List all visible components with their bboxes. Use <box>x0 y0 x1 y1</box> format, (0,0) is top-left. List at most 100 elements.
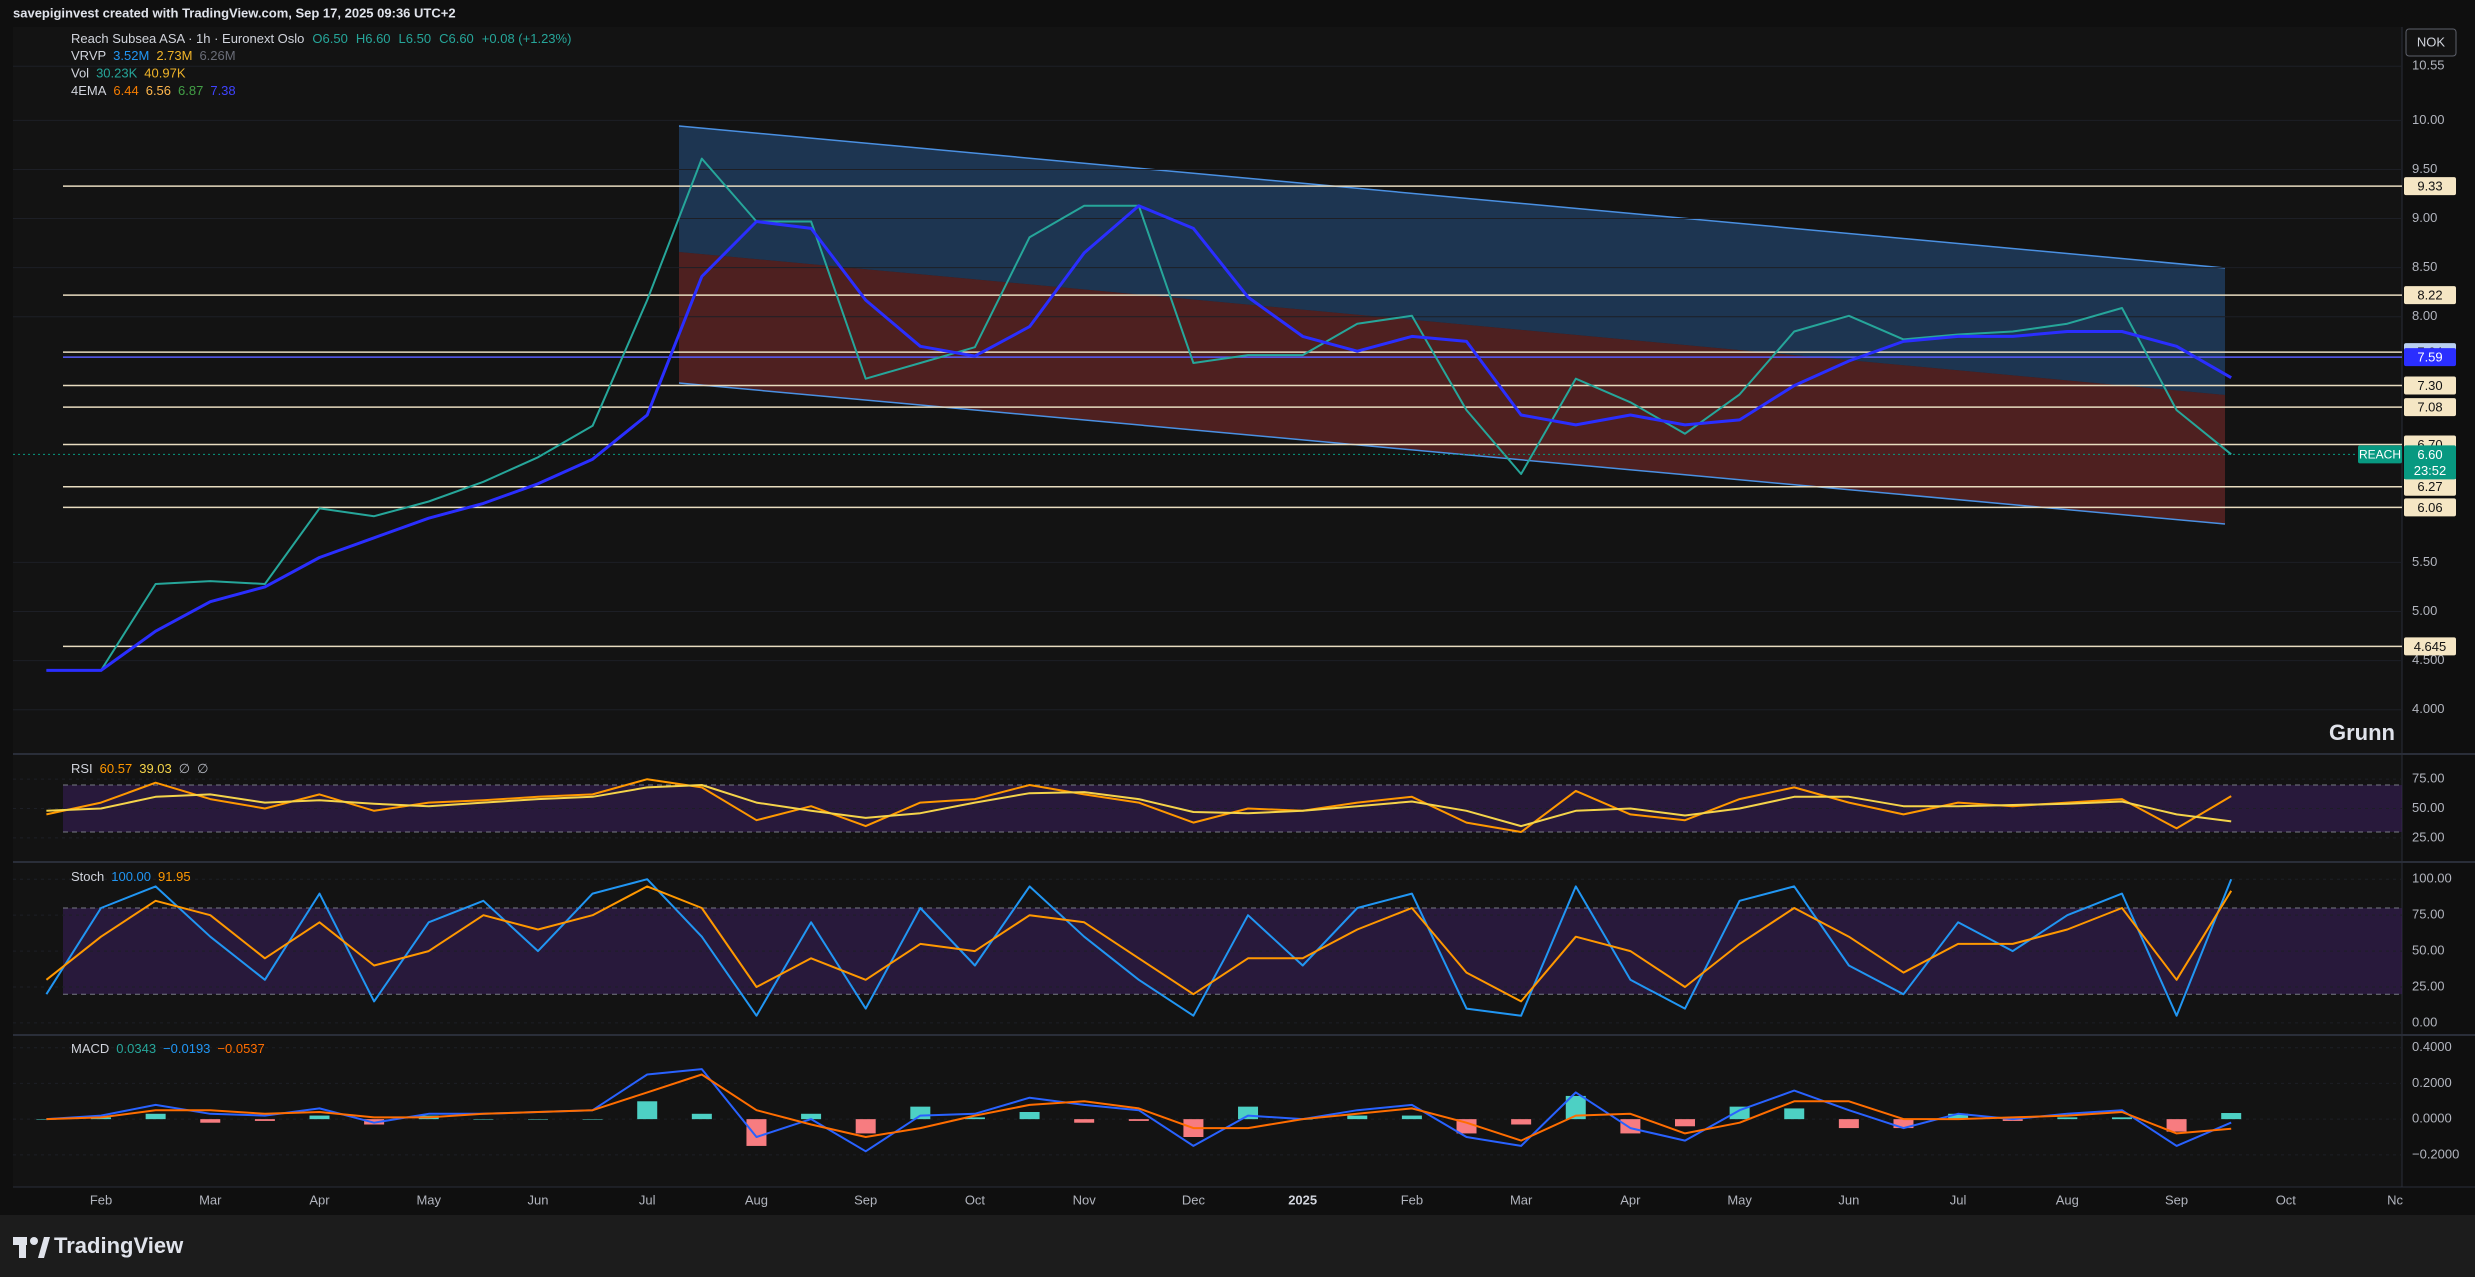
histogram-bar <box>1128 1119 1149 1121</box>
x-tick-label: Mar <box>1510 1192 1533 1207</box>
histogram-bar <box>637 1101 658 1120</box>
indicator-value: 7.38 <box>210 83 235 98</box>
y-tick-label: 0.4000 <box>2412 1039 2452 1054</box>
footer-brand: TradingView <box>54 1233 184 1258</box>
pane-legend-value: 0.0343 <box>116 1041 156 1056</box>
level-label-box <box>2404 637 2456 656</box>
series-line <box>45 878 2233 1017</box>
histogram-bar <box>855 1119 876 1134</box>
level-label: 9.33 <box>2417 179 2442 194</box>
level-label: 6.27 <box>2417 479 2442 494</box>
x-tick-label: Mar <box>199 1192 222 1207</box>
x-tick-label: May <box>416 1192 441 1207</box>
x-tick-label: Apr <box>1620 1192 1641 1207</box>
histogram-bar <box>1238 1106 1259 1120</box>
histogram-bar <box>1620 1119 1641 1134</box>
pane-title: RSI <box>71 761 93 776</box>
channel-lower <box>679 252 2225 524</box>
histogram-bar <box>473 1119 494 1120</box>
pane-legend: Stoch 100.00 91.95 <box>71 869 191 884</box>
y-tick-label: 50.00 <box>2412 800 2445 815</box>
histogram-bar <box>691 1113 712 1120</box>
quote: C6.60 <box>439 31 474 46</box>
x-tick-label: Feb <box>1401 1192 1423 1207</box>
x-tick-label: Oct <box>965 1192 986 1207</box>
histogram-bar <box>2221 1113 2242 1120</box>
indicator-legend: Vol 30.23K 40.97K <box>71 66 186 81</box>
pane-legend-value: 100.00 <box>111 869 151 884</box>
watermark: Grunn <box>2329 720 2395 745</box>
histogram-bar <box>1948 1113 1969 1120</box>
y-tick-label: 100.00 <box>2412 871 2452 886</box>
indicator-name: 4EMA <box>71 83 107 98</box>
level-label: 7.08 <box>2417 400 2442 415</box>
x-tick-label: Dec <box>1182 1192 1206 1207</box>
symbol-label: REACH <box>2359 447 2401 461</box>
y-tick-label: 5.50 <box>2412 554 2437 569</box>
level-label: 6.06 <box>2417 500 2442 515</box>
level-label: 4.645 <box>2414 639 2447 654</box>
indicator-value: 6.87 <box>178 83 203 98</box>
x-tick-label: Oct <box>2276 1192 2297 1207</box>
symbol-box <box>2358 445 2402 464</box>
pane-title: Stoch <box>71 869 104 884</box>
level-label: 8.22 <box>2417 288 2442 303</box>
level-label: 7.59 <box>2417 350 2442 365</box>
indicator-value: 40.97K <box>144 66 186 81</box>
level-label-box <box>2404 398 2456 417</box>
y-tick-label: 25.00 <box>2412 829 2445 844</box>
pane-legend-value: ∅ <box>197 761 208 776</box>
pane-legend: RSI 60.57 39.03 ∅ ∅ <box>71 761 208 776</box>
y-tick-label: 75.00 <box>2412 771 2445 786</box>
series-line <box>46 784 2232 828</box>
y-tick-label: 9.00 <box>2412 210 2437 225</box>
footer-logo <box>13 1237 50 1258</box>
x-tick-label: Sep <box>854 1192 877 1207</box>
histogram-bar <box>1456 1119 1477 1134</box>
channel-upper <box>679 126 2225 395</box>
indicator-value: 2.73M <box>156 48 192 63</box>
histogram-bar <box>309 1115 330 1120</box>
currency-box[interactable] <box>2405 28 2457 57</box>
level-label-box <box>2404 348 2456 367</box>
level-label-box <box>2404 376 2456 395</box>
y-tick-label: 4.500 <box>2412 652 2445 667</box>
histogram-bar <box>1019 1112 1040 1120</box>
quote: H6.60 <box>356 31 391 46</box>
y-tick-label: 0.2000 <box>2412 1075 2452 1090</box>
y-tick-label: 8.50 <box>2412 259 2437 274</box>
last-price-box <box>2404 445 2456 480</box>
x-tick-label: Sep <box>2165 1192 2188 1207</box>
pane-legend-value: 60.57 <box>100 761 133 776</box>
series-line <box>45 885 2233 1003</box>
histogram-bar <box>200 1119 221 1123</box>
series-line <box>46 204 2232 672</box>
currency[interactable]: NOK <box>2417 34 2446 49</box>
y-tick-label: −0.2000 <box>2412 1146 2459 1161</box>
pane-legend-value: −0.0193 <box>163 1041 210 1056</box>
footer-bar <box>0 1215 2475 1277</box>
histogram-bar <box>1729 1106 1750 1120</box>
histogram-bar <box>1074 1119 1095 1123</box>
pane-legend: MACD 0.0343 −0.0193 −0.0537 <box>71 1041 265 1056</box>
pane-legend-value: 91.95 <box>158 869 191 884</box>
histogram-bar <box>1347 1115 1368 1120</box>
x-tick-label: Jul <box>1950 1192 1967 1207</box>
histogram-bar <box>1565 1095 1586 1120</box>
legend-title: Reach Subsea ASA · 1h · Euronext Oslo O6.… <box>71 31 571 46</box>
quote: O6.50 <box>312 31 347 46</box>
histogram-bar <box>254 1119 275 1121</box>
countdown: 23:52 <box>2414 463 2447 478</box>
x-tick-label: May <box>1727 1192 1752 1207</box>
histogram-bar <box>1784 1108 1805 1120</box>
pane-legend-value: 39.03 <box>139 761 172 776</box>
histogram-bar <box>36 1119 57 1120</box>
histogram-bar <box>1511 1119 1532 1125</box>
x-tick-label: Jul <box>639 1192 656 1207</box>
x-tick-label: Nov <box>1073 1192 1097 1207</box>
x-tick-label: Nc <box>2387 1192 2403 1207</box>
y-tick-label: 0.0000 <box>2412 1111 2452 1126</box>
level-label-box <box>2404 177 2456 196</box>
histogram-bar <box>145 1113 166 1120</box>
indicator-value: 3.52M <box>113 48 149 63</box>
